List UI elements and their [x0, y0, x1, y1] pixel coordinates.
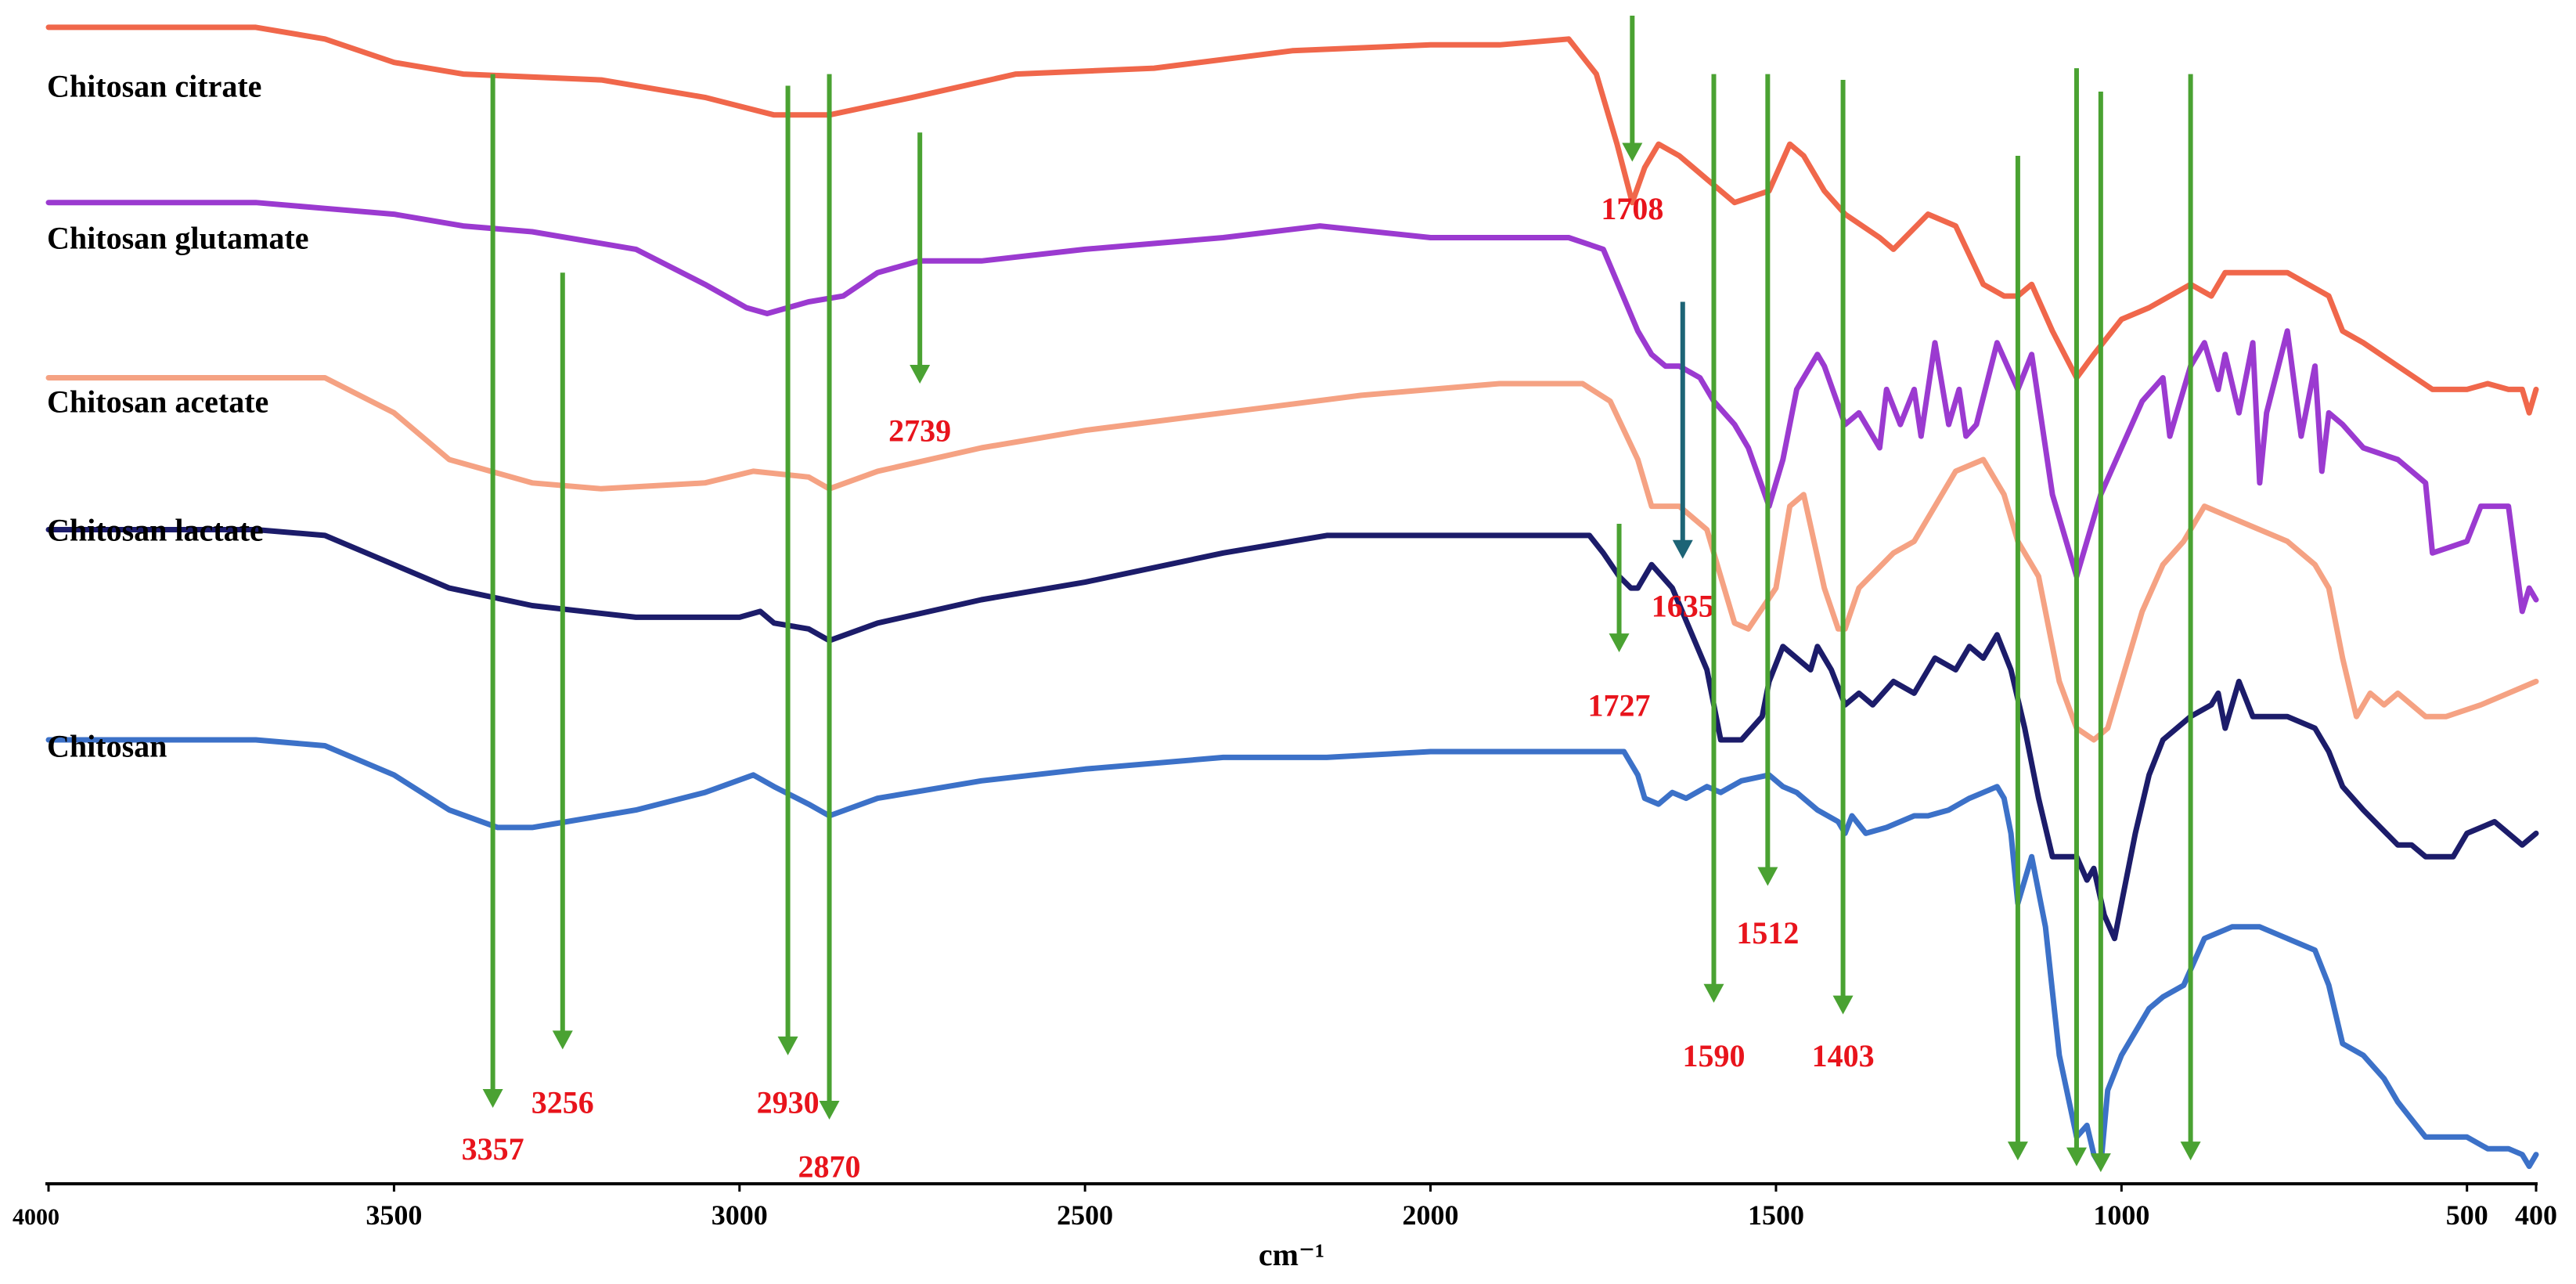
x-axis-title: cm⁻¹	[1259, 1237, 1324, 1272]
peak-arrow-head	[2007, 1142, 2028, 1161]
peak-marker-1708: 1708	[1601, 16, 1663, 226]
x-tick-label-1500: 1500	[1748, 1199, 1804, 1231]
series-line-chitosan-lactate	[45, 527, 2539, 942]
series-line-chitosan-acetate	[45, 375, 2539, 743]
peak-marker-1403: 1403	[1812, 80, 1875, 1073]
peak-marker-unlabeled-1030	[2090, 91, 2111, 1173]
peak-arrow-head	[482, 1089, 503, 1109]
peak-marker-2930: 2930	[757, 85, 820, 1120]
peak-arrow-head	[552, 1030, 573, 1050]
peak-arrow-head	[2090, 1153, 2111, 1173]
peak-arrow-head	[2180, 1142, 2201, 1161]
peak-marker-unlabeled-1065	[2066, 68, 2087, 1167]
peak-label-1727: 1727	[1588, 687, 1651, 723]
peak-marker-2870: 2870	[798, 74, 861, 1185]
peak-label-2739: 2739	[888, 413, 951, 449]
peak-marker-2739: 2739	[888, 132, 951, 449]
x-tick-label-400: 400	[2515, 1199, 2557, 1231]
x-axis-ticks: 4000 3500 3000 2500 2000 1500 1000 500 400	[13, 1184, 2557, 1231]
peak-label-3256: 3256	[531, 1085, 594, 1120]
peak-label-1512: 1512	[1736, 915, 1799, 950]
peak-arrow-head	[1832, 995, 1854, 1015]
peak-marker-unlabeled-1150	[2007, 156, 2028, 1161]
peak-label-1635: 1635	[1652, 588, 1714, 623]
series-label-chitosan-lactate: Chitosan lactate	[47, 512, 264, 547]
spectra-series-layer	[45, 24, 2539, 1170]
peak-label-1708: 1708	[1601, 191, 1663, 226]
x-tick-label-500: 500	[2446, 1199, 2488, 1231]
x-tick-label-3000: 3000	[712, 1199, 768, 1231]
peak-arrow-head	[1622, 142, 1643, 162]
peak-marker-unlabeled-900	[2180, 74, 2201, 1161]
peak-marker-1512: 1512	[1736, 74, 1799, 950]
peak-label-1590: 1590	[1682, 1038, 1745, 1073]
peak-arrow-head	[777, 1036, 798, 1055]
peak-label-2870: 2870	[798, 1149, 861, 1185]
series-label-chitosan: Chitosan	[47, 729, 167, 764]
peak-arrow-head	[1672, 539, 1693, 559]
peak-arrow-head	[2066, 1147, 2087, 1167]
peak-marker-1727: 1727	[1588, 524, 1651, 723]
series-label-chitosan-acetate: Chitosan acetate	[47, 384, 268, 419]
series-line-chitosan-glutamate	[45, 200, 2539, 615]
x-tick-label-4000: 4000	[13, 1204, 59, 1230]
series-line-chitosan-citrate	[45, 24, 2539, 416]
x-tick-label-2500: 2500	[1057, 1199, 1113, 1231]
x-tick-label-2000: 2000	[1403, 1199, 1459, 1231]
peak-arrow-head	[1609, 633, 1630, 653]
series-label-chitosan-citrate: Chitosan citrate	[47, 69, 261, 104]
peak-arrow-head	[910, 364, 931, 384]
x-tick-label-1000: 1000	[2093, 1199, 2149, 1231]
peak-label-1403: 1403	[1812, 1038, 1875, 1073]
x-tick-label-3500: 3500	[366, 1199, 422, 1231]
peak-marker-3256: 3256	[531, 272, 594, 1120]
series-label-chitosan-glutamate: Chitosan glutamate	[47, 220, 308, 255]
peak-label-2930: 2930	[757, 1085, 820, 1120]
x-axis: 4000 3500 3000 2500 2000 1500 1000 500 400 cm⁻¹	[13, 1182, 2557, 1272]
series-label-layer: Chitosan citrate Chitosan glutamate Chitos…	[47, 69, 308, 764]
peak-arrow-head	[819, 1100, 840, 1120]
peak-marker-1635: 1635	[1652, 301, 1714, 623]
peak-arrow-head	[1757, 867, 1778, 886]
peak-label-3357: 3357	[462, 1131, 524, 1167]
series-line-chitosan	[45, 737, 2539, 1170]
peak-marker-1590: 1590	[1682, 74, 1745, 1073]
peak-arrow-head	[1703, 983, 1724, 1003]
peak-marker-3357: 3357	[462, 74, 524, 1167]
